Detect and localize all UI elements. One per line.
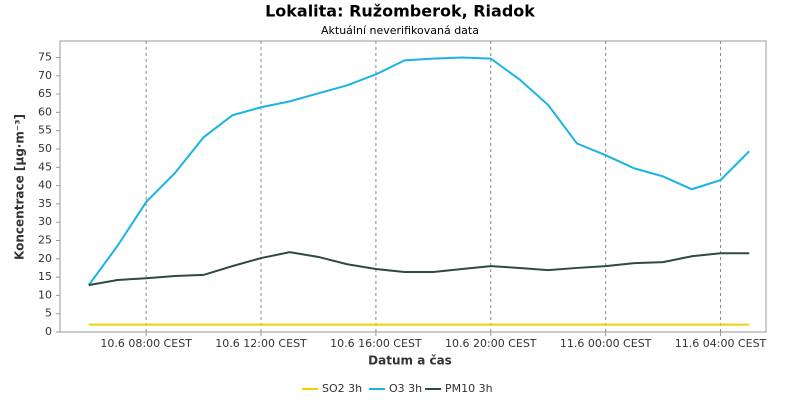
legend-label: PM10 3h: [445, 382, 493, 395]
y-tick-label: 70: [38, 69, 52, 82]
y-tick-label: 75: [38, 50, 52, 63]
legend-label: O3 3h: [389, 382, 422, 395]
x-tick-label: 10.6 20:00 CEST: [445, 337, 537, 350]
legend-label: SO2 3h: [322, 382, 362, 395]
y-tick-label: 25: [38, 233, 52, 246]
y-tick-label: 10: [38, 288, 52, 301]
y-tick-label: 15: [38, 270, 52, 283]
y-tick-label: 40: [38, 179, 52, 192]
y-tick-label: 45: [38, 160, 52, 173]
x-tick-label: 10.6 08:00 CEST: [100, 337, 192, 350]
x-tick-label: 11.6 00:00 CEST: [560, 337, 652, 350]
line-series: [87, 56, 750, 286]
plot-area: [59, 40, 767, 333]
y-tick-label: 50: [38, 142, 52, 155]
y-tick-label: 0: [45, 325, 52, 338]
y-tick-label: 60: [38, 105, 52, 118]
chart-title: Lokalita: Ružomberok, Riadok: [265, 2, 535, 21]
x-tick-label: 10.6 16:00 CEST: [330, 337, 422, 350]
y-axis-label: Koncentrace [µg·m⁻³]: [13, 114, 27, 260]
y-tick-label: 35: [38, 197, 52, 210]
line-series: [88, 251, 750, 287]
x-axis-label: Datum a čas: [368, 354, 452, 368]
y-tick-label: 5: [45, 307, 52, 320]
x-tick-label: 10.6 12:00 CEST: [215, 337, 307, 350]
x-tick-label: 11.6 04:00 CEST: [675, 337, 767, 350]
y-tick-label: 65: [38, 87, 52, 100]
chart-subtitle: Aktuální neverifikovaná data: [321, 24, 479, 37]
y-tick-label: 30: [38, 215, 52, 228]
y-tick-label: 55: [38, 124, 52, 137]
y-tick-label: 20: [38, 252, 52, 265]
